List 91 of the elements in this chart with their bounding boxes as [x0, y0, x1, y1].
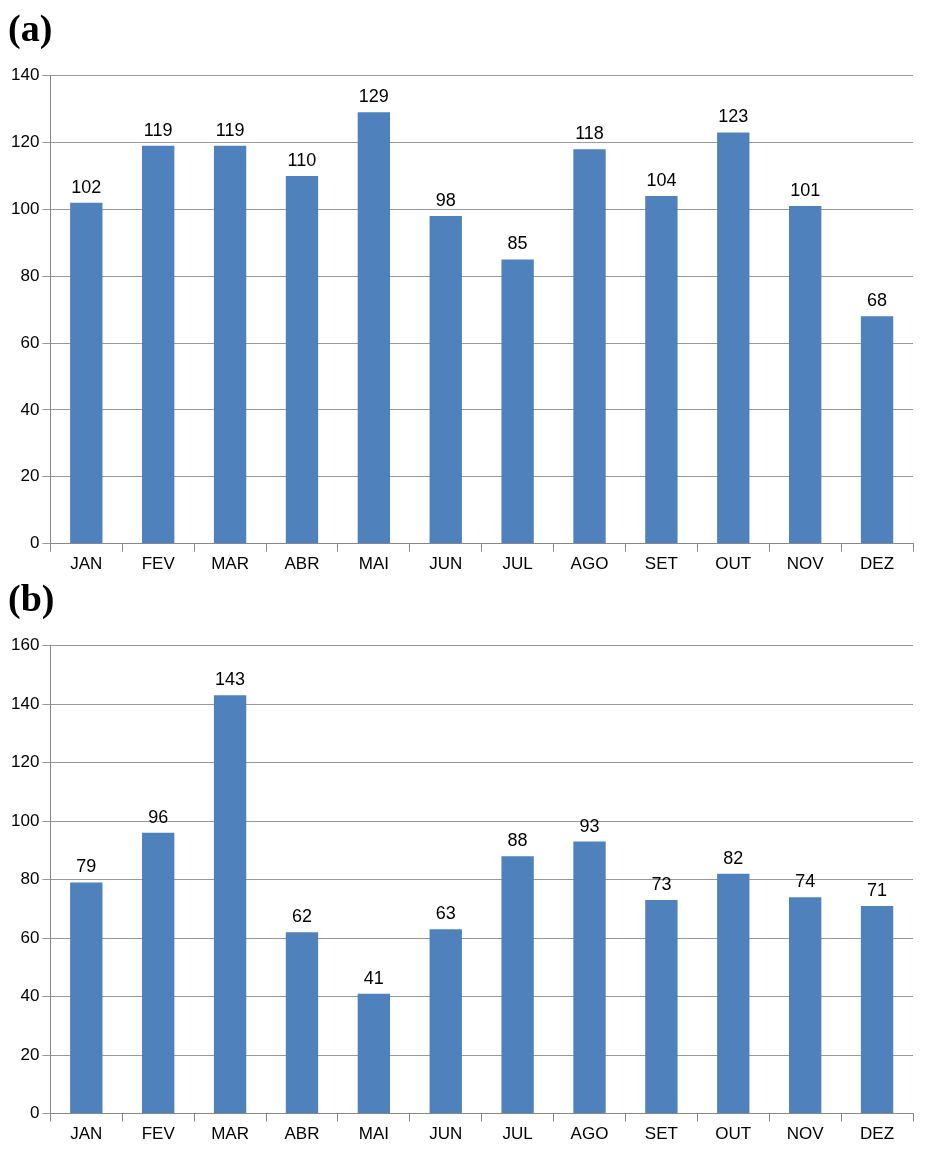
bar [789, 897, 822, 1114]
y-tick-label: 40 [20, 986, 40, 1006]
x-tick-label: NOV [786, 1124, 825, 1144]
data-label: 119 [215, 119, 245, 140]
data-label: 143 [215, 669, 246, 690]
y-tick-label: 140 [10, 693, 40, 713]
bar [501, 259, 534, 544]
bar [285, 932, 319, 1114]
x-tick-label: MAI [358, 554, 389, 574]
x-tick-label: NOV [786, 554, 825, 574]
y-tick-label: 20 [20, 466, 40, 486]
y-tick-label: 160 [10, 635, 40, 655]
x-tick-label: JUN [429, 554, 463, 574]
y-tick-label: 60 [20, 927, 40, 947]
bar [645, 195, 678, 544]
x-tick-label: OUT [715, 554, 752, 574]
y-tick-label: 120 [10, 132, 40, 152]
data-label: 71 [867, 879, 888, 900]
data-label: 88 [507, 830, 528, 851]
y-tick-label: 80 [20, 869, 40, 889]
data-label: 85 [507, 233, 528, 254]
data-label: 119 [143, 119, 173, 140]
data-label: 104 [646, 169, 677, 190]
bar [429, 216, 462, 544]
data-label: 62 [291, 906, 312, 927]
x-tick-label: DEZ [860, 1124, 895, 1144]
bar [142, 145, 175, 544]
x-tick-label: MAR [211, 1124, 249, 1144]
bar [573, 149, 606, 544]
x-tick-label: JUL [502, 1124, 533, 1144]
data-label: 101 [790, 179, 821, 200]
x-tick-label: JAN [70, 554, 103, 574]
data-label: 63 [435, 903, 456, 924]
y-tick-label: 20 [20, 1044, 40, 1064]
x-tick-label: JUL [502, 554, 533, 574]
y-tick-label: 100 [10, 810, 40, 830]
x-tick-label: FEV [141, 1124, 176, 1144]
data-label: 96 [148, 806, 169, 827]
bar [717, 873, 750, 1114]
bar [645, 900, 678, 1114]
data-label: 73 [651, 874, 672, 895]
x-tick-label: MAR [211, 554, 249, 574]
x-tick-label: SET [644, 1124, 678, 1144]
data-label: 41 [363, 967, 384, 988]
x-tick-label: ABR [284, 1124, 320, 1144]
y-tick-label: 80 [20, 265, 40, 285]
x-tick-label: AGO [570, 554, 609, 574]
bar [213, 145, 247, 544]
y-tick-label: 40 [20, 399, 40, 419]
data-label: 82 [723, 847, 744, 868]
data-label: 110 [287, 149, 317, 170]
x-tick-label: SET [644, 554, 678, 574]
chart-title: (b) [8, 576, 55, 620]
bar [357, 993, 391, 1114]
bar [213, 695, 247, 1114]
bar [357, 112, 391, 544]
bar [142, 832, 175, 1114]
chart-title: (a) [8, 6, 53, 50]
x-tick-label: FEV [141, 554, 176, 574]
bar [70, 882, 103, 1114]
bar [70, 202, 103, 544]
x-tick-label: AGO [570, 1124, 609, 1144]
bar [285, 175, 319, 544]
data-label: 68 [867, 290, 888, 311]
y-tick-label: 100 [10, 199, 40, 218]
x-tick-label: JAN [70, 1124, 103, 1144]
bar [501, 856, 534, 1114]
bar [860, 316, 894, 544]
x-tick-label: DEZ [860, 554, 895, 574]
bar [717, 132, 750, 544]
y-tick-label: 140 [10, 65, 40, 85]
y-tick-label: 0 [29, 533, 40, 553]
x-tick-label: MAI [358, 1124, 389, 1144]
y-tick-label: 0 [29, 1103, 40, 1123]
data-label: 98 [435, 189, 456, 210]
data-label: 123 [718, 106, 749, 127]
data-label: 118 [575, 123, 604, 144]
data-label: 74 [795, 871, 816, 892]
x-tick-label: OUT [715, 1124, 752, 1144]
data-label: 102 [71, 176, 102, 197]
x-tick-label: ABR [284, 554, 320, 574]
bar [573, 841, 606, 1114]
data-label: 93 [579, 815, 600, 836]
bar [429, 929, 462, 1114]
x-tick-label: JUN [429, 1124, 463, 1144]
data-label: 79 [76, 856, 97, 877]
bar [789, 205, 822, 544]
bar [860, 905, 894, 1114]
data-label: 129 [358, 86, 389, 107]
y-tick-label: 120 [10, 752, 40, 772]
y-tick-label: 60 [20, 332, 40, 352]
